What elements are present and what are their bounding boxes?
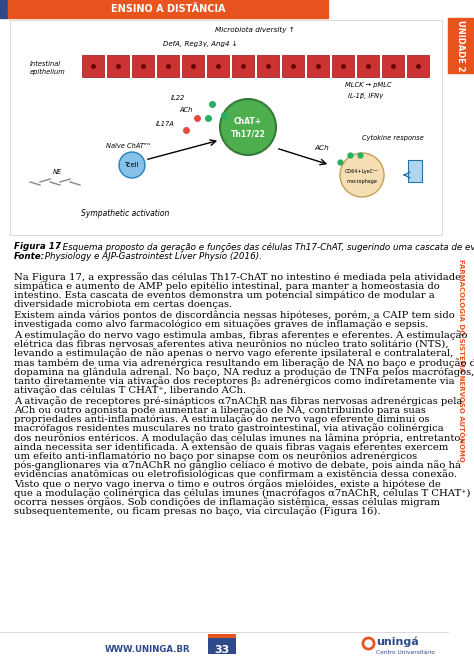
Text: macrófagos residentes musculares no trato gastrointestinal, via ativação colinér: macrófagos residentes musculares no trat…	[14, 423, 444, 433]
Text: propriedades anti-inflamatórias. A estimulação do nervo vago eferente diminui os: propriedades anti-inflamatórias. A estim…	[14, 415, 429, 424]
Bar	[307, 55, 329, 77]
Bar	[208, 634, 236, 638]
Text: A ativação de receptores pré-sinápticos α7nAChR nas fibras nervosas adrenérgicas: A ativação de receptores pré-sinápticos …	[14, 396, 462, 406]
Text: Intestinal
epithelium: Intestinal epithelium	[30, 62, 66, 74]
Bar	[448, 18, 474, 630]
Text: DefA, Reg3γ, Ang4 ↓: DefA, Reg3γ, Ang4 ↓	[163, 41, 237, 47]
Text: uningá: uningá	[376, 636, 419, 647]
Text: ACh: ACh	[315, 145, 329, 151]
Bar	[107, 55, 129, 77]
Text: dos neurônios entéricos. A modulação das células imunes na lâmina própria, entre: dos neurônios entéricos. A modulação das…	[14, 433, 464, 443]
Bar	[407, 55, 429, 77]
Bar	[257, 55, 279, 77]
Text: Visto que o nervo vago inerva o timo e outros órgãos mielóides, existe a hipótes: Visto que o nervo vago inerva o timo e o…	[14, 479, 441, 488]
Text: Fonte:: Fonte:	[14, 252, 45, 261]
Text: macrophage: macrophage	[346, 178, 377, 184]
Text: investigada como alvo farmacológico em situações graves de inflamação e sepsis.: investigada como alvo farmacológico em s…	[14, 320, 428, 329]
Bar	[82, 55, 104, 77]
Text: ativação das células T CHAT⁺, liberando ACh.: ativação das células T CHAT⁺, liberando …	[14, 385, 246, 395]
Text: diversidade microbiota em certas doenças.: diversidade microbiota em certas doenças…	[14, 299, 232, 309]
Text: subsequentemente, ou ficam presas no baço, via circulação (Figura 16).: subsequentemente, ou ficam presas no baç…	[14, 507, 381, 517]
Bar	[182, 55, 204, 77]
Text: Sympathetic activation: Sympathetic activation	[81, 208, 169, 218]
Text: FARMACOLOGIA DO SISTEMA NERVOSO AUTÔNOMO: FARMACOLOGIA DO SISTEMA NERVOSO AUTÔNOMO	[458, 259, 464, 462]
Text: ainda necessita ser identificada. A extensão de quais fibras vagais eferentes ex: ainda necessita ser identificada. A exte…	[14, 442, 448, 452]
Text: ACh ou outro agonista pode aumentar a liberação de NA, contribuindo para suas: ACh ou outro agonista pode aumentar a li…	[14, 405, 426, 415]
Bar	[157, 55, 179, 77]
Bar	[207, 55, 229, 77]
Circle shape	[119, 152, 145, 178]
Bar	[282, 55, 304, 77]
Text: ChAT+: ChAT+	[234, 117, 262, 125]
Text: intestino. Esta cascata de eventos demonstra um potencial simpático de modular a: intestino. Esta cascata de eventos demon…	[14, 290, 435, 300]
Bar	[357, 55, 379, 77]
Text: Cytokine response: Cytokine response	[362, 135, 424, 141]
Text: - Esquema proposto da geração e funções das células Th17-ChAT, sugerindo uma cas: - Esquema proposto da geração e funções …	[54, 242, 474, 251]
Circle shape	[220, 99, 276, 155]
Text: Centro Universitário: Centro Universitário	[376, 649, 435, 655]
Bar	[132, 55, 154, 77]
Text: dopamina na glândula adrenal. No baço, NA reduz a produção de TNFα pelos macrófa: dopamina na glândula adrenal. No baço, N…	[14, 367, 474, 377]
Text: WWW.UNINGA.BR: WWW.UNINGA.BR	[105, 645, 191, 655]
Text: IL22: IL22	[171, 95, 185, 101]
Text: um efeito anti-inflamatório no baço por sinapse com os neurônios adrenérgicos: um efeito anti-inflamatório no baço por …	[14, 452, 417, 461]
Text: Na Figura 17, a expressão das células Th17-ChAT no intestino é mediada pela ativ: Na Figura 17, a expressão das células Th…	[14, 272, 461, 282]
Text: Tcell: Tcell	[125, 162, 139, 168]
Bar	[8, 0, 328, 18]
Text: CD64+LyeCᴹⁿ: CD64+LyeCᴹⁿ	[345, 170, 379, 174]
Bar	[448, 18, 474, 73]
Text: ocorra nesses órgãos. Sob condições de inflamação sistêmica, essas células migra: ocorra nesses órgãos. Sob condições de i…	[14, 497, 440, 507]
Text: A estimulação do nervo vago estimula ambas, fibras aferentes e eferentes. A esti: A estimulação do nervo vago estimula amb…	[14, 330, 467, 340]
Text: Naïve ChATᵐˢ: Naïve ChATᵐˢ	[106, 143, 150, 149]
Text: UNIDADE 2: UNIDADE 2	[456, 19, 465, 71]
Bar	[208, 638, 236, 654]
Text: mas também de uma via adrenérgica resultando em liberação de NA no baço e produç: mas também de uma via adrenérgica result…	[14, 358, 474, 368]
Bar	[408, 160, 422, 182]
Bar	[10, 20, 442, 235]
Text: Existem ainda vários pontos de discordância nessas hipóteses, porém, a CAIP tem : Existem ainda vários pontos de discordân…	[14, 310, 455, 320]
Text: IL17A: IL17A	[155, 121, 174, 127]
Bar	[382, 55, 404, 77]
Text: que a modulação colinérgica das células imunes (macrófagos α7nAChR, células T CH: que a modulação colinérgica das células …	[14, 488, 471, 498]
Text: NE: NE	[53, 169, 62, 175]
Circle shape	[340, 153, 384, 197]
Text: pós-ganglionares via α7nAChR no gânglio celíaco é motivo de debate, pois ainda n: pós-ganglionares via α7nAChR no gânglio …	[14, 460, 461, 470]
Text: MLCK → pMLC: MLCK → pMLC	[345, 82, 392, 88]
Text: elétrica das fibras nervosas aferentes ativa neurônios no núcleo trato solitário: elétrica das fibras nervosas aferentes a…	[14, 340, 448, 348]
Text: Figura 17: Figura 17	[14, 242, 61, 251]
Text: Microbiota diversity ↑: Microbiota diversity ↑	[215, 27, 295, 33]
Bar	[232, 55, 254, 77]
Text: simpática e aumento de AMP pelo epitélio intestinal, para manter a homeostasia d: simpática e aumento de AMP pelo epitélio…	[14, 281, 440, 291]
Text: ACh: ACh	[179, 107, 193, 113]
Text: Th17/22: Th17/22	[231, 129, 265, 139]
Text: IL-1β, IFNγ: IL-1β, IFNγ	[348, 93, 383, 99]
Text: evidências anatômicas ou eletrofisiológicas que confirmam a existência dessa con: evidências anatômicas ou eletrofisiológi…	[14, 470, 457, 480]
Text: Physiology e AJP-Gastrointest Liver Physio (2016).: Physiology e AJP-Gastrointest Liver Phys…	[42, 252, 262, 261]
Text: ENSINO A DISTÂNCIA: ENSINO A DISTÂNCIA	[111, 4, 225, 14]
Bar	[332, 55, 354, 77]
Text: tanto diretamente via ativação dos receptores β₂ adrenérgicos como indiretamente: tanto diretamente via ativação dos recep…	[14, 376, 455, 386]
Bar	[0, 0, 8, 18]
Text: levando a estimulação de não apenas o nervo vago eferente ipsilateral e contrala: levando a estimulação de não apenas o ne…	[14, 348, 453, 358]
Text: 33: 33	[214, 645, 229, 655]
